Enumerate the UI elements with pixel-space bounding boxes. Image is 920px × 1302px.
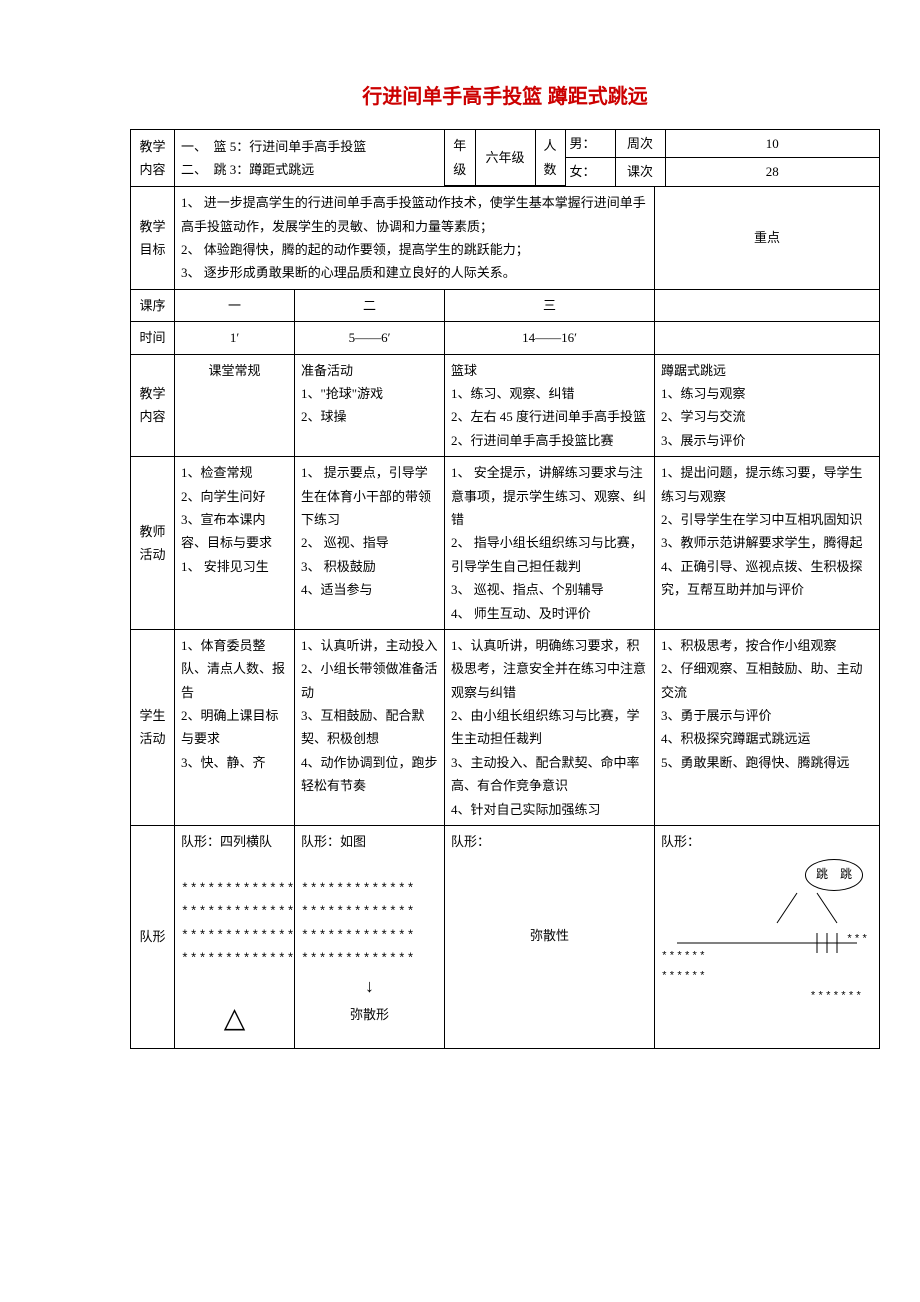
time-label: 时间: [131, 322, 175, 354]
focus-label: 重点: [655, 187, 880, 290]
formation-col2-head: 队形：如图: [301, 830, 438, 853]
formation-col3: 队形： 弥散性: [445, 826, 655, 1049]
formation-col1-head: 队形：四列横队: [181, 830, 288, 853]
student-col4: 1、积极思考，按合作小组观察 2、仔细观察、互相鼓励、助、主动交流 3、勇于展示…: [655, 629, 880, 825]
seq-1: 一: [175, 289, 295, 321]
formation-stars-1: *************: [181, 877, 288, 900]
count-label: 人数: [535, 130, 565, 186]
disperse-label: 弥散形: [301, 1003, 438, 1026]
diag-stars-l2: ******: [661, 968, 707, 988]
student-col3: 1、认真听讲，明确练习要求，积极思考，注意安全并在练习中注意观察与纠错 2、由小…: [445, 629, 655, 825]
goals-label: 教学目标: [131, 187, 175, 290]
formation2-stars-1: *************: [301, 877, 438, 900]
teach-content-body: 一、 篮 5：行进间单手高手投篮 二、 跳 3：蹲距式跳远: [175, 130, 445, 187]
teacher-label: 教师活动: [131, 457, 175, 630]
formation-col3-head: 队形：: [451, 830, 648, 853]
content-line-1: 一、 篮 5：行进间单手高手投篮: [181, 135, 438, 158]
grade-label: 年级: [445, 130, 475, 186]
content-col1: 课堂常规: [175, 354, 295, 457]
triangle-icon: △: [181, 994, 288, 1044]
lesson-num: 28: [665, 158, 879, 186]
student-col2: 1、认真听讲，主动投入 2、小组长带领做准备活动 3、互相鼓励、配合默契、积极创…: [295, 629, 445, 825]
time-2: 5——6′: [295, 322, 445, 354]
seq-2: 二: [295, 289, 445, 321]
diag-stars-top: ***: [846, 931, 869, 951]
goal-2: 2、 体验跑得快，腾的起的动作要领，提高学生的跳跃能力；: [181, 238, 648, 261]
teacher-col1: 1、检查常规 2、向学生问好 3、宣布本课内容、目标与要求 1、 安排见习生: [175, 457, 295, 630]
formation-col4-head: 队形：: [661, 830, 873, 853]
time-3: 14——16′: [445, 322, 655, 354]
diag-stars-l1: ******: [661, 948, 707, 968]
week-label: 周次: [615, 130, 665, 158]
header-right-block: 年级 六年级 人数 男： 周次 10 女： 课次 28: [445, 130, 880, 187]
jump-diagram: 跳 跳 *** ****** ****** *******: [661, 853, 873, 1013]
formation2-stars-4: *************: [301, 947, 438, 970]
content-col3: 篮球 1、练习、观察、纠错 2、左右 45 度行进间单手高手投篮 2、行进间单手…: [445, 354, 655, 457]
lesson-label: 课次: [615, 158, 665, 186]
formation-stars-2: *************: [181, 900, 288, 923]
content-col4: 蹲踞式跳远 1、练习与观察 2、学习与交流 3、展示与评价: [655, 354, 880, 457]
seq-3: 三: [445, 289, 655, 321]
goals-body: 1、 进一步提高学生的行进间单手高手投篮动作技术，使学生基本掌握行进间单手高手投…: [175, 187, 655, 290]
seq-label: 课序: [131, 289, 175, 321]
content-label: 教学内容: [131, 354, 175, 457]
content-line-2: 二、 跳 3：蹲距式跳远: [181, 158, 438, 181]
arrow-down-icon: ↓: [301, 970, 438, 1002]
time-4: [655, 322, 880, 354]
lesson-plan-table: 教学内容 一、 篮 5：行进间单手高手投篮 二、 跳 3：蹲距式跳远 年级 六年…: [130, 129, 880, 1049]
seq-4: [655, 289, 880, 321]
diag-stars-r: *******: [810, 988, 863, 1008]
formation2-stars-2: *************: [301, 900, 438, 923]
student-col1: 1、体育委员整队、清点人数、报告 2、明确上课目标与要求 3、快、静、齐: [175, 629, 295, 825]
formation-col3-body: 弥散性: [451, 924, 648, 947]
week-num: 10: [665, 130, 879, 158]
male-label: 男：: [565, 130, 615, 158]
goal-1: 1、 进一步提高学生的行进间单手高手投篮动作技术，使学生基本掌握行进间单手高手投…: [181, 191, 648, 238]
teacher-col3: 1、 安全提示，讲解练习要求与注意事项，提示学生练习、观察、纠错 2、 指导小组…: [445, 457, 655, 630]
female-label: 女：: [565, 158, 615, 186]
formation-stars-3: *************: [181, 924, 288, 947]
time-1: 1′: [175, 322, 295, 354]
formation-col4: 队形： 跳 跳 *** ****** ****** *******: [655, 826, 880, 1049]
teacher-col4: 1、提出问题，提示练习要，导学生练习与观察 2、引导学生在学习中互相巩固知识 3…: [655, 457, 880, 630]
goal-3: 3、 逐步形成勇敢果断的心理品质和建立良好的人际关系。: [181, 261, 648, 284]
content-col2: 准备活动 1、"抢球"游戏 2、球操: [295, 354, 445, 457]
formation-label: 队形: [131, 826, 175, 1049]
formation-col2: 队形：如图 ************* ************* ******…: [295, 826, 445, 1049]
formation2-stars-3: *************: [301, 924, 438, 947]
teacher-col2: 1、 提示要点，引导学生在体育小干部的带领下练习 2、 巡视、指导 3、 积极鼓…: [295, 457, 445, 630]
formation-stars-4: *************: [181, 947, 288, 970]
formation-col1: 队形：四列横队 ************* ************* ****…: [175, 826, 295, 1049]
student-label: 学生活动: [131, 629, 175, 825]
teach-content-label: 教学内容: [131, 130, 175, 187]
page-title: 行进间单手高手投篮 蹲距式跳远: [130, 80, 880, 109]
grade-value: 六年级: [475, 130, 535, 186]
